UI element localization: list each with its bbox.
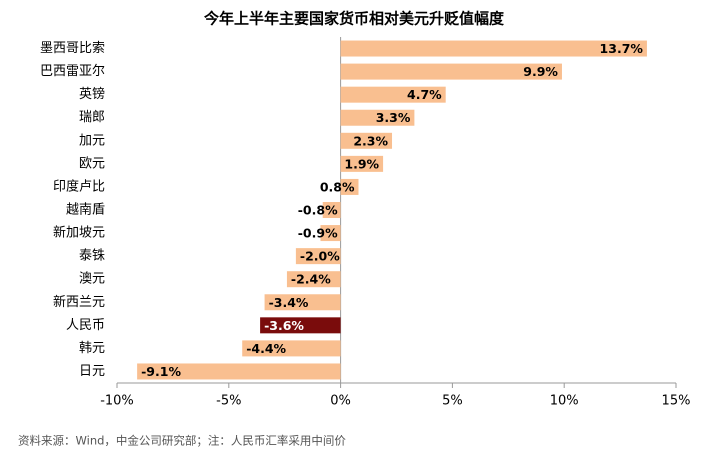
y-tick-label: 澳元 bbox=[79, 271, 105, 287]
value-label: -2.4% bbox=[291, 272, 331, 287]
value-label: 0.8% bbox=[320, 179, 355, 194]
value-label: -9.1% bbox=[141, 364, 181, 379]
value-label: -2.0% bbox=[300, 249, 340, 264]
value-label: -0.8% bbox=[298, 203, 338, 218]
bar bbox=[260, 317, 341, 334]
bar bbox=[340, 109, 415, 126]
y-tick-label: 人民币 bbox=[66, 318, 105, 333]
value-label: 1.9% bbox=[344, 156, 379, 171]
x-tick-label: -10% bbox=[100, 394, 134, 409]
bar bbox=[137, 363, 341, 380]
y-tick-label: 新西兰元 bbox=[53, 294, 105, 310]
y-tick-label: 印度卢比 bbox=[53, 178, 105, 194]
bar bbox=[340, 63, 562, 80]
value-label: -4.4% bbox=[246, 341, 286, 356]
y-tick-label: 墨西哥比索 bbox=[40, 41, 105, 56]
bar bbox=[340, 178, 359, 195]
x-tick-label: 15% bbox=[662, 394, 691, 409]
y-tick-label: 欧元 bbox=[79, 156, 105, 171]
bar bbox=[340, 40, 647, 57]
chart-title: 今年上半年主要国家货币相对美元升贬值幅度 bbox=[203, 10, 505, 28]
bar bbox=[286, 271, 341, 288]
value-label: -0.9% bbox=[298, 226, 338, 241]
value-label: -3.6% bbox=[264, 318, 304, 333]
y-tick-label: 泰铢 bbox=[79, 248, 105, 264]
y-tick-label: 加元 bbox=[79, 133, 105, 148]
bar bbox=[340, 86, 446, 103]
bar bbox=[242, 340, 341, 357]
value-label: 2.3% bbox=[353, 133, 388, 148]
y-tick-label: 越南盾 bbox=[66, 202, 105, 218]
source-note: 资料来源：Wind，中金公司研究部；注：人民币汇率采用中间价 bbox=[18, 434, 346, 448]
bar bbox=[320, 225, 341, 242]
y-tick-label: 日元 bbox=[79, 364, 105, 379]
y-tick-label: 巴西雷亚尔 bbox=[40, 64, 105, 79]
y-tick-label: 瑞郎 bbox=[79, 110, 105, 125]
value-label: -3.4% bbox=[269, 295, 309, 310]
bar bbox=[295, 248, 341, 265]
y-tick-label: 英镑 bbox=[79, 86, 105, 102]
bar bbox=[322, 202, 341, 218]
value-label: 3.3% bbox=[376, 110, 411, 125]
x-tick-label: -5% bbox=[216, 394, 241, 409]
y-tick-label: 韩元 bbox=[79, 341, 105, 356]
bar bbox=[340, 132, 393, 149]
y-tick-label: 新加坡元 bbox=[53, 225, 105, 241]
x-tick-label: 10% bbox=[550, 394, 579, 409]
value-label: 4.7% bbox=[407, 87, 442, 102]
bar bbox=[340, 155, 384, 172]
bar bbox=[264, 294, 341, 311]
value-label: 9.9% bbox=[523, 64, 558, 79]
x-tick-label: 5% bbox=[442, 394, 463, 409]
value-label: 13.7% bbox=[600, 41, 644, 56]
x-tick-label: 0% bbox=[330, 394, 351, 409]
